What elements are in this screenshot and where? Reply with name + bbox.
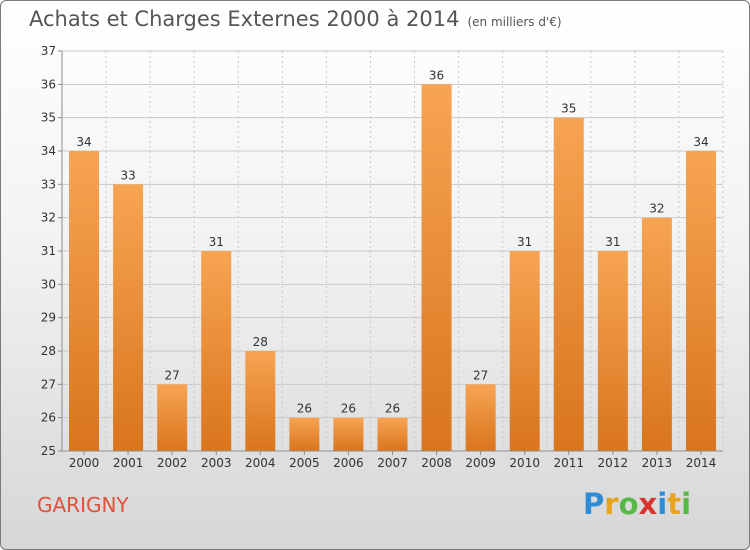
logo-letter: x <box>638 487 658 521</box>
x-tick-label: 2011 <box>553 456 584 470</box>
data-label: 33 <box>120 168 135 182</box>
x-tick-label: 2014 <box>686 456 717 470</box>
data-label: 26 <box>297 402 312 416</box>
bar <box>113 184 144 452</box>
proxiti-logo: Proxiti <box>583 487 691 521</box>
bar <box>377 417 408 451</box>
x-tick-label: 2000 <box>69 456 100 470</box>
data-label: 31 <box>209 235 224 249</box>
commune-name: GARIGNY <box>37 493 129 517</box>
labels: 25 26 27 28 29 30 31 32 33 34 35 36 37 34 2000 33 2001 27… <box>41 44 717 470</box>
x-tick-label: 2013 <box>642 456 673 470</box>
y-tick-label: 31 <box>41 244 56 258</box>
x-tick-label: 2002 <box>157 456 188 470</box>
x-tick-label: 2006 <box>333 456 364 470</box>
bar <box>289 417 320 451</box>
logo-letter: i <box>681 487 692 521</box>
chart-title-text: Achats et Charges Externes 2000 à 2014 <box>29 7 460 31</box>
x-tick-label: 2012 <box>598 456 629 470</box>
data-label: 32 <box>649 202 664 216</box>
chart-subtitle: (en milliers d'€) <box>467 15 562 29</box>
logo-letter: i <box>657 487 668 521</box>
axes <box>58 50 723 455</box>
logo-letter: P <box>583 487 605 521</box>
bar <box>597 251 628 451</box>
logo-letter: o <box>618 487 639 521</box>
data-label: 26 <box>341 402 356 416</box>
y-tick-label: 28 <box>41 344 56 358</box>
data-label: 34 <box>76 135 91 149</box>
bar <box>157 384 188 451</box>
data-label: 35 <box>561 102 576 116</box>
bar <box>245 351 276 451</box>
data-label: 27 <box>473 368 488 382</box>
data-label: 31 <box>517 235 532 249</box>
x-tick-label: 2007 <box>377 456 408 470</box>
chart-title: Achats et Charges Externes 2000 à 2014 (e… <box>29 7 562 31</box>
y-tick-label: 27 <box>41 377 56 391</box>
logo-letter: t <box>667 487 682 521</box>
bar <box>465 384 496 451</box>
bar <box>201 251 232 451</box>
bar <box>421 84 452 451</box>
y-tick-label: 36 <box>41 77 56 91</box>
y-tick-label: 26 <box>41 411 56 425</box>
x-tick-label: 2004 <box>245 456 276 470</box>
y-tick-label: 29 <box>41 311 56 325</box>
bar <box>685 151 716 451</box>
x-tick-label: 2010 <box>509 456 540 470</box>
x-tick-label: 2003 <box>201 456 232 470</box>
x-tick-label: 2001 <box>113 456 144 470</box>
logo-letter: r <box>604 487 619 521</box>
bar <box>641 217 672 451</box>
y-tick-label: 32 <box>41 211 56 225</box>
x-tick-label: 2008 <box>421 456 452 470</box>
data-label: 34 <box>693 135 708 149</box>
y-tick-label: 30 <box>41 277 56 291</box>
bar <box>69 151 100 451</box>
data-label: 26 <box>385 402 400 416</box>
bar <box>553 117 584 452</box>
y-tick-label: 25 <box>41 444 56 458</box>
data-label: 27 <box>165 368 180 382</box>
y-tick-label: 33 <box>41 177 56 191</box>
data-label: 31 <box>605 235 620 249</box>
x-tick-label: 2009 <box>465 456 496 470</box>
y-tick-label: 35 <box>41 111 56 125</box>
y-tick-label: 37 <box>41 44 56 58</box>
bar <box>333 417 364 451</box>
bars <box>69 84 716 452</box>
data-label: 28 <box>253 335 268 349</box>
data-label: 36 <box>429 68 444 82</box>
y-tick-label: 34 <box>41 144 56 158</box>
x-tick-label: 2005 <box>289 456 320 470</box>
bar <box>509 251 540 451</box>
